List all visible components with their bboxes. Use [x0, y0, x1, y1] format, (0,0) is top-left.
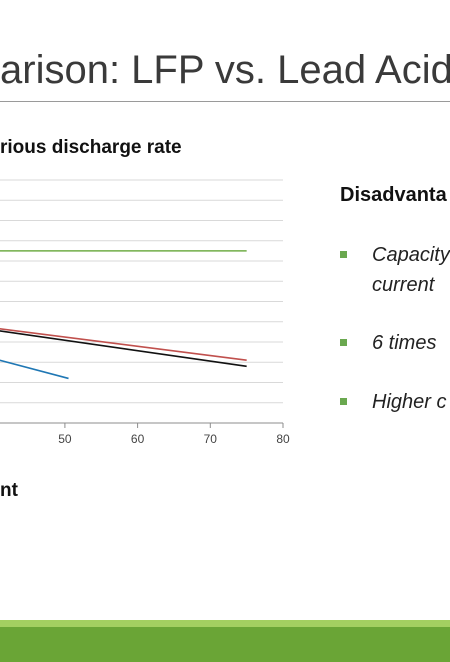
bullet-square-icon	[340, 251, 347, 258]
bullet-square-icon	[340, 339, 347, 346]
x-tick-label: 80	[276, 432, 290, 446]
list-item-text: Capacity	[372, 244, 450, 266]
bullet-square-icon	[340, 398, 347, 405]
x-tick-label: 70	[204, 432, 218, 446]
series-line-4	[0, 359, 69, 380]
line-chart: 50 60 70 80	[0, 179, 290, 446]
disadvantages-heading: Disadvanta	[340, 184, 447, 206]
series-line-2	[0, 328, 247, 362]
list-item-text: 6 times	[372, 332, 437, 354]
title-divider	[0, 101, 450, 102]
list-item-text: current	[372, 274, 435, 296]
footer-accent-bar	[0, 620, 450, 627]
slide-title: arison: LFP vs. Lead Acid	[0, 48, 450, 92]
series-line-3	[0, 330, 247, 368]
chart-title: rious discharge rate	[0, 137, 182, 158]
x-tick-label: 50	[58, 432, 72, 446]
footer-bar	[0, 627, 450, 662]
chart-x-axis-label: nt	[0, 480, 18, 501]
disadvantages-list: Capacity current 6 times Higher c	[340, 240, 450, 440]
list-item-text: Higher c	[372, 391, 447, 413]
x-tick-label: 60	[131, 432, 145, 446]
